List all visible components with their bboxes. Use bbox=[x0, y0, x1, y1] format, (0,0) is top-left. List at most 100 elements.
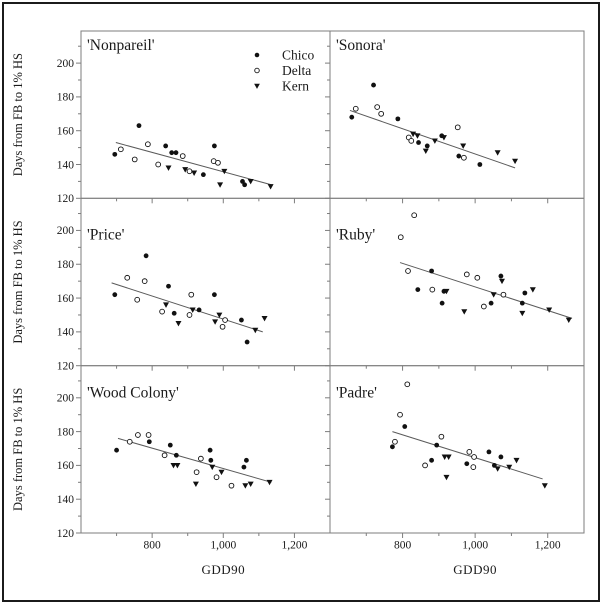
open-circle-icon bbox=[188, 291, 195, 298]
open-circle-icon bbox=[397, 411, 403, 418]
open-circle-icon bbox=[466, 449, 473, 455]
filled-triangle-icon bbox=[443, 288, 450, 295]
series-chico bbox=[114, 439, 249, 470]
filled-triangle-icon bbox=[443, 474, 450, 481]
filled-circle-icon bbox=[200, 172, 206, 178]
filled-circle-icon bbox=[429, 457, 434, 463]
open-circle-icon bbox=[179, 153, 186, 159]
panel-sonora: 'Sonora' bbox=[325, 30, 585, 204]
filled-circle-icon bbox=[167, 442, 173, 448]
open-circle-icon bbox=[198, 455, 204, 462]
filled-circle-icon bbox=[171, 310, 177, 316]
filled-triangle-icon bbox=[441, 454, 448, 460]
open-circle-icon bbox=[186, 312, 193, 318]
series-chico bbox=[112, 123, 248, 188]
filled-circle-icon bbox=[241, 464, 247, 470]
filled-triangle-icon bbox=[218, 469, 225, 476]
series-delta bbox=[397, 212, 507, 310]
legend-item-delta: Delta bbox=[254, 63, 311, 78]
filled-circle-icon bbox=[173, 452, 179, 458]
filled-triangle-icon bbox=[163, 302, 170, 308]
filled-circle-icon bbox=[456, 153, 462, 159]
open-circle-icon bbox=[186, 168, 193, 175]
panel-border bbox=[329, 30, 585, 199]
filled-triangle-icon bbox=[512, 158, 519, 165]
y-tick-label: 180 bbox=[57, 259, 75, 271]
x-axis-label: GDD90 bbox=[453, 562, 497, 577]
open-circle-icon bbox=[408, 137, 415, 144]
filled-circle-icon bbox=[244, 339, 250, 345]
filled-triangle-icon bbox=[460, 143, 467, 149]
filled-triangle-icon bbox=[422, 148, 429, 154]
panel-title: 'Padre' bbox=[336, 385, 377, 402]
open-circle-icon bbox=[159, 308, 165, 315]
open-circle-icon bbox=[117, 146, 124, 153]
legend-item-chico: Chico bbox=[254, 48, 314, 63]
series-delta bbox=[126, 432, 235, 489]
filled-triangle-icon bbox=[182, 167, 189, 173]
panel-ruby: 'Ruby' bbox=[325, 197, 585, 371]
open-circle-icon bbox=[228, 482, 235, 489]
open-circle-icon bbox=[352, 105, 359, 112]
filled-circle-icon bbox=[254, 52, 260, 58]
filled-triangle-icon bbox=[261, 315, 268, 322]
filled-circle-icon bbox=[112, 292, 118, 298]
filled-triangle-icon bbox=[217, 182, 224, 188]
filled-circle-icon bbox=[211, 143, 217, 149]
filled-circle-icon bbox=[477, 162, 483, 167]
filled-triangle-icon bbox=[494, 466, 501, 472]
series-kern bbox=[165, 165, 274, 190]
filled-circle-icon bbox=[390, 444, 395, 450]
panel-price: 120 140 160 180 200 Days from FB to 1% HS 'Pri… bbox=[11, 197, 331, 373]
open-circle-icon bbox=[215, 159, 221, 166]
filled-triangle-icon bbox=[175, 321, 182, 327]
filled-circle-icon bbox=[498, 454, 504, 460]
filled-triangle-icon bbox=[221, 168, 228, 175]
filled-triangle-icon bbox=[410, 131, 417, 138]
filled-circle-icon bbox=[112, 151, 118, 157]
filled-circle-icon bbox=[207, 447, 213, 453]
y-tick-label: 140 bbox=[57, 327, 75, 339]
filled-circle-icon bbox=[163, 143, 169, 149]
filled-circle-icon bbox=[424, 143, 430, 149]
filled-triangle-icon bbox=[216, 312, 223, 318]
filled-circle-icon bbox=[439, 300, 445, 306]
filled-triangle-icon bbox=[252, 327, 259, 334]
y-tick-label: 200 bbox=[57, 225, 75, 237]
series-kern bbox=[410, 131, 519, 165]
y-tick-label: 160 bbox=[57, 293, 75, 305]
filled-triangle-icon bbox=[247, 481, 254, 487]
panel-title: 'Sonora' bbox=[336, 37, 386, 54]
series-kern bbox=[163, 302, 268, 334]
filled-circle-icon bbox=[211, 292, 217, 298]
filled-triangle-icon bbox=[242, 483, 249, 489]
filled-circle-icon bbox=[239, 317, 244, 323]
open-circle-icon bbox=[471, 454, 477, 460]
y-tick-label: 120 bbox=[57, 193, 75, 205]
filled-triangle-icon bbox=[170, 463, 177, 469]
series-chico bbox=[415, 268, 528, 306]
legend-label: Chico bbox=[282, 48, 314, 63]
filled-triangle-icon bbox=[165, 165, 172, 171]
open-circle-icon bbox=[124, 274, 131, 281]
filled-triangle-icon bbox=[189, 307, 196, 313]
open-circle-icon bbox=[461, 154, 467, 161]
series-kern bbox=[170, 463, 273, 489]
filled-triangle-icon bbox=[529, 287, 536, 293]
panel-wood-colony: 120 140 160 180 200 Days from FB to 1% HS 800 1… bbox=[11, 365, 331, 577]
y-tick-label: 140 bbox=[57, 494, 75, 506]
open-circle-icon bbox=[392, 438, 398, 445]
filled-triangle-icon bbox=[266, 479, 273, 486]
series-delta bbox=[352, 104, 467, 161]
filled-circle-icon bbox=[169, 150, 175, 156]
open-circle-icon bbox=[254, 67, 260, 74]
filled-triangle-icon bbox=[440, 135, 447, 141]
open-circle-icon bbox=[422, 462, 428, 469]
filled-circle-icon bbox=[349, 114, 355, 120]
filled-triangle-icon bbox=[546, 307, 553, 313]
filled-triangle-icon bbox=[247, 179, 254, 185]
x-tick-label: 800 bbox=[144, 540, 162, 552]
panel-title: 'Nonpareil' bbox=[87, 37, 155, 54]
filled-triangle-icon bbox=[174, 463, 181, 469]
